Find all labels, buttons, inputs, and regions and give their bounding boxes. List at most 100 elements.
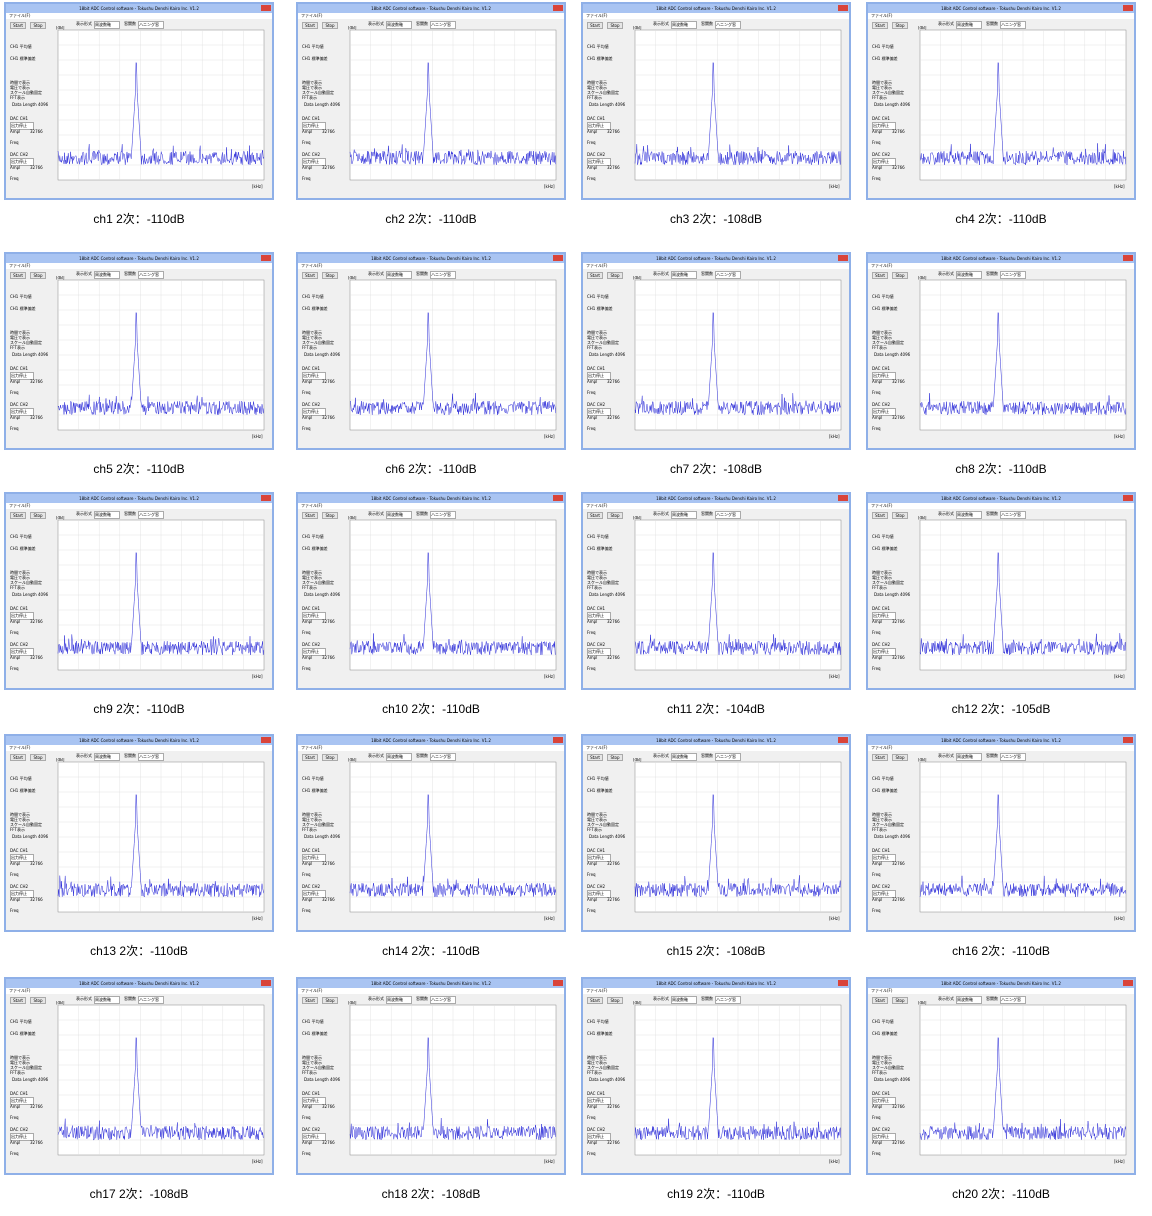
option: FFT表示	[872, 1070, 887, 1075]
caption: ch15 2次：-108dB	[666, 944, 766, 958]
start-button[interactable]: Start	[872, 754, 888, 761]
window-value: ハニング窓	[138, 753, 164, 761]
stop-button[interactable]: Stop	[322, 997, 338, 1004]
close-button[interactable]	[1123, 5, 1133, 11]
close-button[interactable]	[553, 5, 563, 11]
close-button[interactable]	[553, 255, 563, 261]
stop-button[interactable]: Stop	[892, 997, 908, 1004]
stop-button[interactable]: Stop	[892, 754, 908, 761]
y-unit: [dB]	[633, 516, 642, 520]
option: 時間で表示	[10, 812, 30, 817]
stop-button[interactable]: Stop	[322, 272, 338, 279]
start-button[interactable]: Start	[587, 754, 603, 761]
stop-button[interactable]: Stop	[322, 512, 338, 519]
y-unit: [dB]	[633, 26, 642, 30]
y-unit: [dB]	[918, 1001, 927, 1005]
start-button[interactable]: Start	[302, 997, 318, 1004]
stop-button[interactable]: Stop	[607, 754, 623, 761]
close-button[interactable]	[261, 495, 271, 501]
window-label: 窓関数	[986, 271, 998, 276]
stop-button[interactable]: Stop	[30, 22, 46, 29]
stop-button[interactable]: Stop	[607, 22, 623, 29]
stop-button[interactable]: Stop	[30, 997, 46, 1004]
close-button[interactable]	[838, 737, 848, 743]
stop-button[interactable]: Stop	[892, 22, 908, 29]
caption: ch13 2次：-110dB	[90, 944, 188, 958]
data-length-label: Data Length	[589, 1077, 614, 1082]
x-unit: [kHz]	[252, 184, 263, 189]
stop-button[interactable]: Stop	[322, 22, 338, 29]
close-button[interactable]	[838, 495, 848, 501]
close-button[interactable]	[1123, 737, 1133, 743]
dac-label: DAC CH2	[872, 402, 891, 407]
option: スケール自動固定	[872, 580, 904, 585]
x-unit: [kHz]	[544, 916, 555, 921]
stop-button[interactable]: Stop	[607, 997, 623, 1004]
start-button[interactable]: Start	[587, 272, 603, 279]
start-button[interactable]: Start	[10, 272, 26, 279]
start-button[interactable]: Start	[302, 22, 318, 29]
display-value: 周波数軸	[956, 511, 982, 519]
option: 電圧で表示	[10, 335, 30, 340]
data-length-value: 4096	[900, 592, 911, 597]
close-button[interactable]	[553, 495, 563, 501]
ampl-label: Ampl	[10, 1140, 21, 1145]
start-button[interactable]: Start	[10, 22, 26, 29]
stop-button[interactable]: Stop	[607, 512, 623, 519]
start-button[interactable]: Start	[872, 512, 888, 519]
option: スケール自動固定	[587, 822, 619, 827]
mean-label: CH1 平均値	[302, 776, 324, 781]
start-button[interactable]: Start	[872, 997, 888, 1004]
title-bar: 18bit ADC Control software - Tokushu Den…	[583, 979, 849, 988]
option: 電圧で表示	[587, 1060, 607, 1065]
start-button[interactable]: Start	[302, 512, 318, 519]
freq-label: Freq	[872, 140, 881, 145]
close-button[interactable]	[261, 980, 271, 986]
ampl-value: 32766	[30, 861, 43, 866]
option: FFT表示	[587, 95, 602, 100]
start-button[interactable]: Start	[10, 512, 26, 519]
start-button[interactable]: Start	[872, 22, 888, 29]
stop-button[interactable]: Stop	[892, 272, 908, 279]
spectrum-trace	[349, 61, 557, 166]
close-button[interactable]	[838, 980, 848, 986]
start-button[interactable]: Start	[872, 272, 888, 279]
caption: ch10 2次：-110dB	[382, 702, 480, 716]
start-button[interactable]: Start	[10, 754, 26, 761]
spectrum-trace	[634, 793, 842, 898]
close-button[interactable]	[553, 737, 563, 743]
start-button[interactable]: Start	[587, 512, 603, 519]
close-button[interactable]	[838, 5, 848, 11]
close-button[interactable]	[553, 980, 563, 986]
stop-button[interactable]: Stop	[30, 512, 46, 519]
option: 電圧で表示	[872, 575, 892, 580]
close-button[interactable]	[1123, 495, 1133, 501]
window-value: ハニング窓	[138, 996, 164, 1004]
spectrum-plot: [dB] [kHz]	[633, 758, 842, 921]
start-button[interactable]: Start	[587, 22, 603, 29]
close-button[interactable]	[261, 255, 271, 261]
stop-button[interactable]: Stop	[30, 272, 46, 279]
close-button[interactable]	[1123, 255, 1133, 261]
data-length-label: Data Length	[874, 102, 899, 107]
start-button[interactable]: Start	[302, 272, 318, 279]
std-label: CH1 標準偏差	[10, 306, 36, 311]
stop-button[interactable]: Stop	[30, 754, 46, 761]
app-window: 18bit ADC Control software - Tokushu Den…	[581, 252, 851, 450]
close-button[interactable]	[261, 5, 271, 11]
option: FFT表示	[587, 827, 602, 832]
close-button[interactable]	[261, 737, 271, 743]
close-button[interactable]	[1123, 980, 1133, 986]
close-button[interactable]	[838, 255, 848, 261]
start-button[interactable]: Start	[587, 997, 603, 1004]
app-window: 18bit ADC Control software - Tokushu Den…	[296, 977, 566, 1175]
start-button[interactable]: Start	[302, 754, 318, 761]
display-label: 表示形式	[76, 996, 92, 1001]
stop-button[interactable]: Stop	[322, 754, 338, 761]
title-bar: 18bit ADC Control software - Tokushu Den…	[868, 4, 1134, 13]
stop-button[interactable]: Stop	[607, 272, 623, 279]
caption: ch4 2次：-110dB	[955, 212, 1047, 226]
dac-mode: 出力停止	[872, 890, 896, 898]
start-button[interactable]: Start	[10, 997, 26, 1004]
stop-button[interactable]: Stop	[892, 512, 908, 519]
